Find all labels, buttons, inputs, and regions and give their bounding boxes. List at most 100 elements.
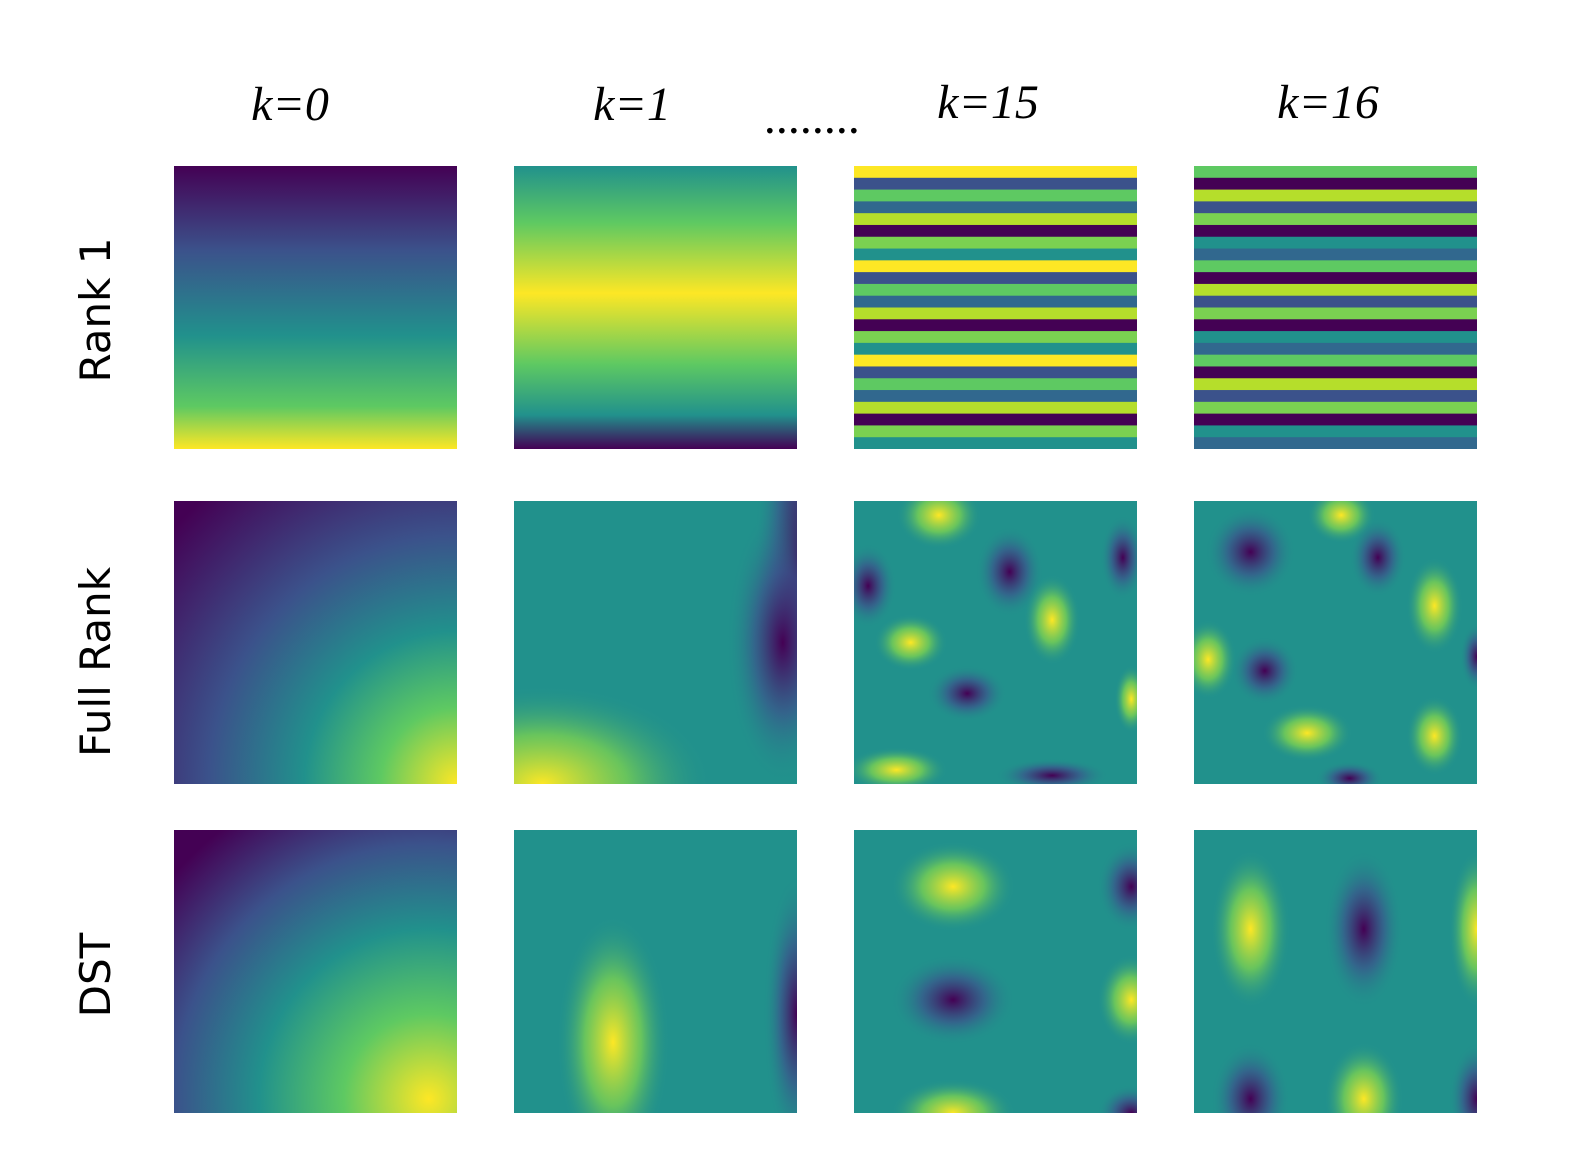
- stripe: [1194, 378, 1477, 391]
- heatmap: [1194, 166, 1477, 449]
- heatmap-base: [174, 830, 457, 1113]
- blob: [1194, 619, 1237, 700]
- column-label: k=16: [1277, 76, 1379, 129]
- stripe: [854, 390, 1137, 403]
- blob: [1460, 622, 1477, 691]
- stripe: [854, 354, 1137, 367]
- heatmap: [854, 166, 1137, 449]
- stripe: [1194, 189, 1477, 202]
- heatmap: [1194, 830, 1477, 1113]
- stripe: [1194, 272, 1477, 285]
- stripe: [854, 213, 1137, 226]
- row-label: Full Rank: [71, 566, 120, 757]
- blob: [854, 543, 897, 629]
- heatmap: [854, 501, 1137, 784]
- blob: [896, 501, 982, 550]
- stripe: [1194, 413, 1477, 426]
- column-label: k=1: [593, 78, 671, 131]
- heatmap: [514, 830, 797, 1113]
- stripe: [854, 401, 1137, 415]
- stripe: [1194, 354, 1477, 367]
- blob: [1315, 761, 1384, 784]
- heatmap: [1194, 501, 1477, 784]
- blob: [1100, 515, 1137, 601]
- blob: [1261, 704, 1353, 762]
- column-label: k=0: [251, 78, 329, 131]
- ellipsis: ........: [765, 91, 861, 144]
- blob: [1406, 696, 1463, 776]
- stripe: [854, 319, 1137, 332]
- blob: [927, 665, 1007, 722]
- blob: [514, 684, 713, 784]
- blob: [995, 758, 1109, 784]
- stripe: [1194, 319, 1477, 332]
- blob: [1097, 954, 1137, 1046]
- stripe: [854, 378, 1137, 391]
- blob: [1097, 841, 1137, 932]
- blob: [890, 1079, 1016, 1113]
- blob: [1324, 1042, 1404, 1113]
- stripe: [854, 331, 1137, 344]
- blob: [763, 872, 797, 1113]
- blob: [1324, 849, 1404, 1009]
- heatmap: [174, 166, 457, 449]
- stripe: [1194, 236, 1477, 250]
- stripe: [854, 236, 1137, 250]
- blob: [1349, 517, 1407, 598]
- stripe: [854, 201, 1137, 214]
- blob: [890, 954, 1016, 1046]
- stripe: [1194, 166, 1477, 179]
- stripe: [854, 437, 1137, 449]
- blob: [1114, 665, 1137, 734]
- blob: [854, 747, 948, 784]
- stripe: [1194, 248, 1477, 261]
- stripe: [854, 307, 1137, 320]
- stripe: [854, 177, 1137, 191]
- blob: [1448, 1042, 1477, 1113]
- stripe: [854, 283, 1137, 297]
- stripe: [1194, 213, 1477, 226]
- stripe: [854, 272, 1137, 285]
- row-label: DST: [71, 932, 120, 1017]
- blob: [890, 841, 1016, 932]
- stripe: [1194, 437, 1477, 449]
- blob: [1230, 636, 1299, 705]
- heatmap: [174, 501, 457, 784]
- stripe: [1194, 201, 1477, 214]
- stripe: [854, 413, 1137, 426]
- heatmap-base: [174, 166, 457, 449]
- stripe: [854, 295, 1137, 308]
- stripe: [854, 166, 1137, 179]
- stripe: [1194, 307, 1477, 320]
- stripe: [1194, 401, 1477, 415]
- stripe: [854, 248, 1137, 261]
- stripe: [1194, 425, 1477, 438]
- blob: [873, 614, 948, 671]
- stripe: [854, 224, 1137, 238]
- blob: [556, 914, 670, 1113]
- stripe: [854, 189, 1137, 202]
- blob: [975, 526, 1044, 618]
- blob: [1097, 1084, 1137, 1113]
- blob: [1406, 557, 1463, 654]
- heatmap: [174, 830, 457, 1113]
- column-label: k=15: [937, 76, 1039, 129]
- heatmap: [854, 830, 1137, 1113]
- stripe: [854, 366, 1137, 379]
- stripe: [1194, 295, 1477, 308]
- stripe: [1194, 224, 1477, 238]
- blob: [1210, 1042, 1291, 1113]
- stripe: [854, 425, 1137, 438]
- stripe: [1194, 366, 1477, 379]
- blob: [1210, 849, 1291, 1009]
- heatmap: [514, 166, 797, 449]
- stripe: [854, 260, 1137, 273]
- heatmap: [514, 501, 797, 784]
- stripe: [1194, 390, 1477, 403]
- heatmap-base: [174, 501, 457, 784]
- stripe: [1194, 342, 1477, 356]
- heatmap-base: [514, 166, 797, 449]
- stripe: [1194, 177, 1477, 191]
